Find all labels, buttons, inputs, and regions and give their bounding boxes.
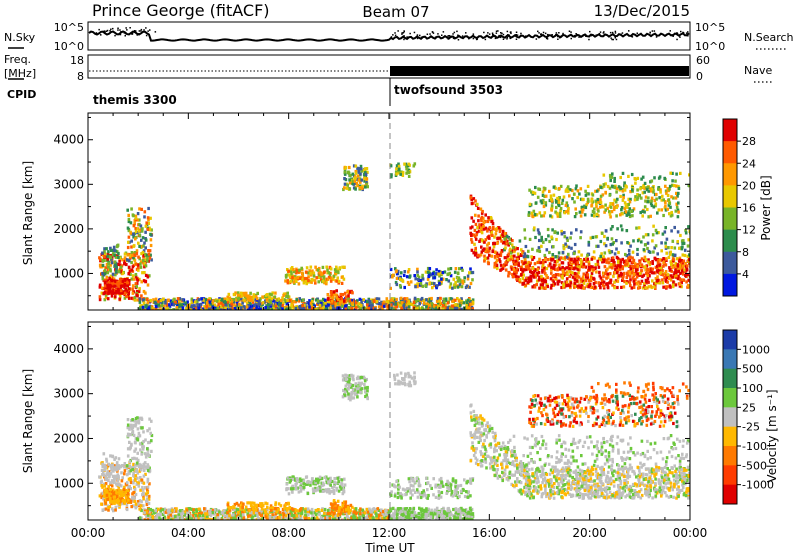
velocity-colorbar-tick-label: -100 (742, 440, 767, 453)
velocity-heatmap (98, 371, 693, 522)
power-y-tick-label: 4000 (53, 133, 84, 147)
velocity-colorbar-tick-label: -500 (742, 459, 767, 472)
nave-label: Nave (744, 64, 772, 77)
nave-series-block (390, 66, 689, 76)
x-tick-label: 12:00 (372, 526, 407, 540)
date-title: 13/Dec/2015 (594, 2, 690, 20)
freq-label-line2: [MHz] (4, 67, 36, 80)
power-colorbar-tick-label: 28 (742, 135, 756, 148)
velocity-colorbar-label: Velocity [m s⁻¹] (765, 389, 779, 482)
freq-tick-bottom: 8 (77, 70, 84, 83)
x-tick-label: 04:00 (171, 526, 206, 540)
power-colorbar-swatch (723, 208, 737, 231)
velocity-y-tick-label: 1000 (53, 476, 84, 490)
power-y-axis-label: Slant Range [km] (21, 161, 35, 265)
velocity-colorbar-tick-label: 25 (742, 401, 756, 414)
velocity-colorbar-swatch (723, 330, 737, 350)
cpid-mode-2: twofsound 3503 (394, 83, 503, 97)
power-colorbar-swatch (723, 230, 737, 253)
power-colorbar-tick-label: 24 (742, 157, 756, 170)
x-tick-label: 00:00 (71, 526, 106, 540)
power-colorbar-swatch (723, 119, 737, 142)
velocity-colorbar-swatch (723, 485, 737, 505)
station-title: Prince George (fitACF) (92, 1, 270, 20)
power-colorbar-swatch (723, 141, 737, 164)
velocity-colorbar-tick-label: 1000 (742, 343, 770, 356)
x-axis-label: Time UT (364, 541, 415, 554)
freq-label-line1: Freq. (4, 53, 31, 66)
nsky-left-tick-bottom: 10^0 (54, 40, 84, 53)
velocity-y-tick-label: 3000 (53, 387, 84, 401)
velocity-colorbar-swatch (723, 427, 737, 447)
power-colorbar-swatch (723, 274, 737, 297)
velocity-colorbar-tick-label: 100 (742, 382, 763, 395)
nsky-right-tick-bottom: 10^0 (695, 40, 725, 53)
nave-tick-bottom: 0 (696, 70, 703, 83)
velocity-colorbar-tick-label: 500 (742, 363, 763, 376)
velocity-colorbar-tick-label: -25 (742, 421, 760, 434)
velocity-y-axis-label: Slant Range [km] (21, 369, 35, 473)
velocity-colorbar-swatch (723, 349, 737, 369)
velocity-colorbar-swatch (723, 446, 737, 466)
power-colorbar-tick-label: 12 (742, 224, 756, 237)
velocity-y-tick-label: 4000 (53, 342, 84, 356)
power-colorbar-tick-label: 20 (742, 179, 756, 192)
x-tick-label: 20:00 (572, 526, 607, 540)
velocity-colorbar-swatch (723, 407, 737, 427)
power-y-tick-label: 1000 (53, 266, 84, 280)
x-tick-label: 16:00 (472, 526, 507, 540)
x-tick-label: 00:00 (673, 526, 708, 540)
power-colorbar-swatch (723, 185, 737, 208)
cpid-mode-1: themis 3300 (93, 93, 177, 107)
power-colorbar-tick-label: 16 (742, 202, 756, 215)
velocity-colorbar-swatch (723, 388, 737, 408)
power-colorbar-tick-label: 4 (742, 268, 749, 281)
power-colorbar-swatch (723, 163, 737, 186)
power-y-tick-label: 2000 (53, 222, 84, 236)
cpid-label: CPID (7, 88, 36, 101)
nsearch-label: N.Search (744, 31, 794, 44)
power-colorbar-swatch (723, 252, 737, 275)
power-heatmap (98, 162, 693, 313)
nsky-left-tick-top: 10^5 (54, 21, 84, 34)
nsky-right-tick-top: 10^5 (695, 21, 725, 34)
velocity-colorbar-swatch (723, 369, 737, 389)
power-colorbar-label: Power [dB] (759, 175, 773, 240)
nave-tick-top: 60 (696, 54, 710, 67)
velocity-colorbar-swatch (723, 465, 737, 485)
x-tick-label: 08:00 (271, 526, 306, 540)
beam-title: Beam 07 (362, 3, 429, 21)
power-y-tick-label: 3000 (53, 177, 84, 191)
nsky-label: N.Sky (4, 31, 36, 44)
power-panel-frame (88, 113, 690, 310)
nsky-series-line (89, 32, 689, 41)
power-colorbar-tick-label: 8 (742, 246, 749, 259)
freq-tick-top: 18 (70, 54, 84, 67)
velocity-y-tick-label: 2000 (53, 431, 84, 445)
